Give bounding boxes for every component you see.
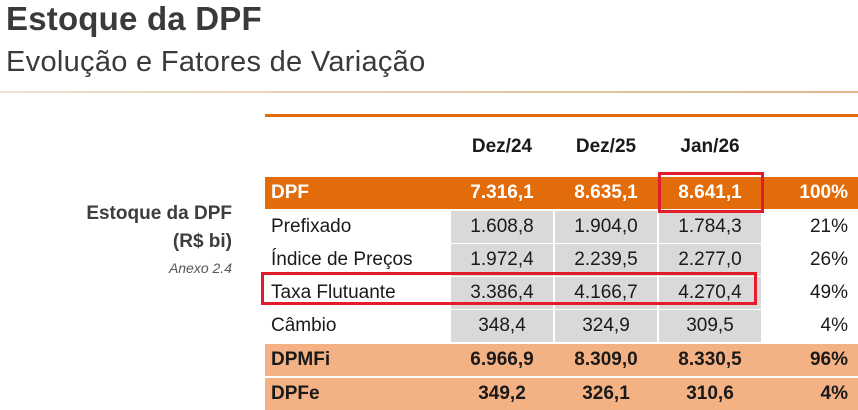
side-label: Estoque da DPF (R$ bi) Anexo 2.4 bbox=[86, 200, 232, 278]
row-label: Prefixado bbox=[265, 210, 450, 244]
cell-dez25: 8.635,1 bbox=[554, 177, 658, 211]
cell-jan26: 310,6 bbox=[658, 376, 762, 410]
cell-dez25: 2.239,5 bbox=[553, 243, 659, 277]
cell-jan26: 8.641,1 bbox=[658, 177, 762, 211]
table-row-prefixado: Prefixado 1.608,8 1.904,0 1.784,3 21% bbox=[265, 210, 858, 244]
cell-dez24: 1.608,8 bbox=[449, 210, 555, 244]
cell-jan26: 2.277,0 bbox=[657, 243, 763, 277]
header-cell-dez25: Dez/25 bbox=[554, 117, 658, 177]
dpf-stock-table: Dez/24 Dez/25 Jan/26 DPF 7.316,1 8.635,1… bbox=[265, 114, 858, 410]
cell-dez24: 348,4 bbox=[449, 309, 555, 344]
cell-dez25: 324,9 bbox=[553, 309, 659, 344]
cell-dez25: 8.309,0 bbox=[554, 342, 658, 377]
side-label-line1: Estoque da DPF bbox=[86, 203, 232, 224]
cell-dez25: 4.166,7 bbox=[553, 276, 659, 310]
cell-dez24: 6.966,9 bbox=[450, 342, 554, 377]
row-label: Índice de Preços bbox=[265, 243, 450, 277]
cell-dez24: 349,2 bbox=[450, 376, 554, 410]
annex-reference: Anexo 2.4 bbox=[168, 260, 232, 276]
table-row-cambio: Câmbio 348,4 324,9 309,5 4% bbox=[265, 309, 858, 344]
table-row-indice-precos: Índice de Preços 1.972,4 2.239,5 2.277,0… bbox=[265, 243, 858, 277]
header-cell-dez24: Dez/24 bbox=[450, 117, 554, 177]
row-label: DPFe bbox=[265, 376, 450, 410]
title-divider bbox=[0, 91, 858, 93]
table-row-taxa-flutuante: Taxa Flutuante 3.386,4 4.166,7 4.270,4 4… bbox=[265, 276, 858, 310]
cell-jan26: 8.330,5 bbox=[658, 342, 762, 377]
cell-jan26: 4.270,4 bbox=[657, 276, 763, 310]
page-title: Estoque da DPF bbox=[6, 0, 262, 37]
table-row-dpfe: DPFe 349,2 326,1 310,6 4% bbox=[265, 376, 858, 410]
cell-share: 26% bbox=[762, 243, 858, 277]
table-row-dpmfi: DPMFi 6.966,9 8.309,0 8.330,5 96% bbox=[265, 342, 858, 377]
cell-share: 4% bbox=[762, 309, 858, 344]
cell-dez24: 1.972,4 bbox=[449, 243, 555, 277]
cell-share: 4% bbox=[762, 376, 858, 410]
header-cell-pct bbox=[762, 117, 858, 177]
row-label: DPMFi bbox=[265, 342, 450, 377]
cell-dez24: 3.386,4 bbox=[449, 276, 555, 310]
cell-share: 21% bbox=[762, 210, 858, 244]
side-label-line2: (R$ bi) bbox=[172, 231, 232, 252]
row-label: DPF bbox=[265, 177, 450, 211]
cell-share: 96% bbox=[762, 342, 858, 377]
cell-share: 100% bbox=[762, 177, 858, 211]
cell-dez25: 326,1 bbox=[554, 376, 658, 410]
cell-share: 49% bbox=[762, 276, 858, 310]
cell-dez24: 7.316,1 bbox=[450, 177, 554, 211]
row-label: Taxa Flutuante bbox=[265, 276, 450, 310]
page-subtitle: Evolução e Fatores de Variação bbox=[6, 46, 426, 78]
cell-jan26: 309,5 bbox=[657, 309, 763, 344]
table-row-dpf: DPF 7.316,1 8.635,1 8.641,1 100% bbox=[265, 177, 858, 211]
cell-jan26: 1.784,3 bbox=[657, 210, 763, 244]
table-top-rule bbox=[265, 114, 858, 117]
header-cell-label bbox=[265, 117, 450, 177]
cell-dez25: 1.904,0 bbox=[553, 210, 659, 244]
header-cell-jan26: Jan/26 bbox=[658, 117, 762, 177]
row-label: Câmbio bbox=[265, 309, 450, 344]
table-header-row: Dez/24 Dez/25 Jan/26 bbox=[265, 117, 858, 177]
